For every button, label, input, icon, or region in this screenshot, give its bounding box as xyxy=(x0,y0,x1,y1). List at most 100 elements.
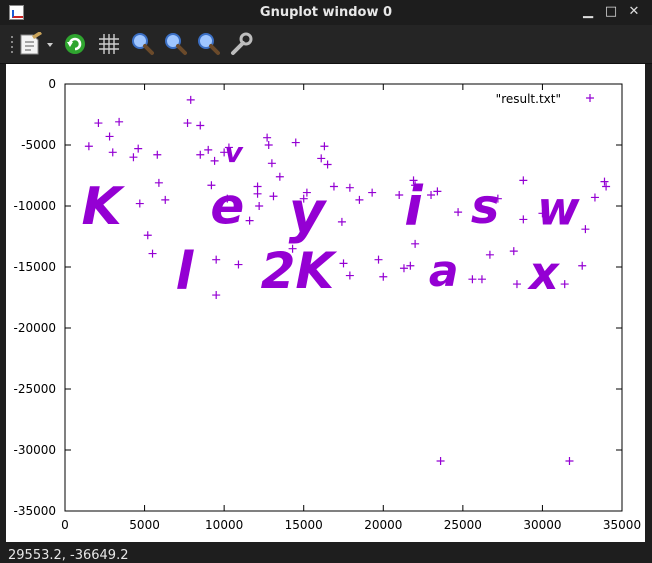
data-point xyxy=(411,239,420,248)
letter-mark: a xyxy=(429,246,459,297)
data-point xyxy=(207,181,216,190)
letter-mark: K xyxy=(81,177,125,237)
data-point xyxy=(234,260,243,269)
maximize-button[interactable]: □ xyxy=(604,4,618,19)
x-tick-label: 20000 xyxy=(364,518,402,532)
data-point xyxy=(345,183,354,192)
data-point xyxy=(427,191,436,200)
data-point xyxy=(263,133,272,142)
letter-mark: x xyxy=(527,246,560,300)
data-point xyxy=(223,194,232,203)
gnuplot-app-icon[interactable] xyxy=(9,5,24,20)
data-point xyxy=(565,456,574,465)
letter-mark: y xyxy=(289,181,328,246)
data-point xyxy=(153,150,162,159)
replot-icon[interactable] xyxy=(63,32,87,56)
y-tick-label: -25000 xyxy=(13,382,56,396)
data-point xyxy=(538,209,547,218)
data-point xyxy=(204,145,213,154)
data-point xyxy=(245,216,254,225)
data-point xyxy=(409,176,418,185)
data-point xyxy=(269,192,278,201)
data-point xyxy=(291,138,300,147)
zoom-in-icon[interactable] xyxy=(163,32,187,56)
x-tick-label: 30000 xyxy=(523,518,561,532)
data-point xyxy=(485,250,494,259)
data-point xyxy=(148,249,157,258)
data-point xyxy=(212,255,221,264)
y-tick-label: 0 xyxy=(48,77,56,91)
data-point xyxy=(224,143,233,152)
data-point xyxy=(115,117,124,126)
data-point xyxy=(602,182,611,191)
data-point xyxy=(339,259,348,268)
data-point xyxy=(399,264,408,273)
data-point xyxy=(255,202,264,210)
data-point xyxy=(468,275,477,284)
data-point xyxy=(560,280,569,289)
data-point xyxy=(275,172,284,181)
data-point xyxy=(329,182,338,191)
zoom-icon[interactable] xyxy=(130,32,154,56)
data-point xyxy=(519,176,528,185)
x-tick-label: 10000 xyxy=(205,518,243,532)
status-bar: 29553.2, -36649.2 xyxy=(0,542,652,562)
legend: "result.txt" xyxy=(496,92,594,106)
x-tick-label: 35000 xyxy=(603,518,641,532)
data-point xyxy=(154,178,163,187)
letter-mark: 2K xyxy=(261,242,338,300)
data-point xyxy=(94,119,103,128)
data-point xyxy=(220,148,229,157)
data-point xyxy=(183,119,192,128)
data-point xyxy=(590,193,599,202)
close-button[interactable]: ✕ xyxy=(628,4,640,19)
data-point xyxy=(345,271,354,280)
data-point xyxy=(519,215,528,224)
cursor-coordinates: 29553.2, -36649.2 xyxy=(8,548,129,563)
data-point xyxy=(317,154,326,163)
data-point xyxy=(355,195,364,204)
data-point xyxy=(411,181,420,190)
zoom-out-icon[interactable] xyxy=(196,32,220,56)
plot-area[interactable]: 0 5000 10000 15000 20000 25000 30000 35000 0 -500… xyxy=(6,64,645,542)
axes: 0 5000 10000 15000 20000 25000 30000 35000 0 -500… xyxy=(13,77,641,532)
data-point xyxy=(320,142,329,151)
letter-mark: l xyxy=(175,242,194,302)
x-tick-label: 0 xyxy=(61,518,69,532)
data-point xyxy=(512,280,521,289)
data-point xyxy=(578,261,587,270)
data-point xyxy=(395,191,404,200)
data-point xyxy=(379,272,388,281)
data-point xyxy=(108,148,117,157)
letter-mark: i xyxy=(404,175,424,238)
grid-icon[interactable] xyxy=(97,32,121,56)
data-point xyxy=(253,182,262,191)
title-bar: Gnuplot window 0 ▁ □ ✕ xyxy=(0,0,652,25)
data-point xyxy=(509,247,518,256)
letter-mark: w xyxy=(537,182,580,236)
y-tick-label: -35000 xyxy=(13,504,56,518)
window-title: Gnuplot window 0 xyxy=(259,5,393,20)
options-wrench-icon[interactable] xyxy=(229,32,253,56)
letter-mark: s xyxy=(471,179,500,235)
data-point xyxy=(161,195,170,204)
data-point xyxy=(105,132,114,141)
x-tick-label: 25000 xyxy=(444,518,482,532)
data-point xyxy=(129,153,138,162)
data-point xyxy=(433,187,442,196)
data-point xyxy=(212,291,221,300)
legend-marker xyxy=(586,94,594,102)
data-point xyxy=(600,177,609,186)
data-point xyxy=(436,456,445,465)
data-point xyxy=(253,189,262,198)
data-points xyxy=(84,95,611,465)
copy-print-menu-icon[interactable] xyxy=(18,32,58,56)
data-point xyxy=(406,261,415,270)
minimize-button[interactable]: ▁ xyxy=(583,4,593,19)
data-point xyxy=(196,150,205,159)
data-point xyxy=(196,121,205,130)
data-point xyxy=(493,194,502,203)
data-point xyxy=(374,255,383,264)
toolbar-grip-icon xyxy=(11,36,13,53)
